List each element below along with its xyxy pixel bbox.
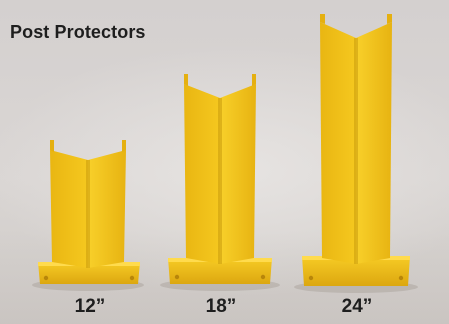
size-label-18in: 18” [205,296,237,317]
size-label-24in: 24” [341,296,373,317]
size-label-12in: 12” [74,296,106,317]
page-title: Post Protectors [10,22,146,42]
post-protector-18in [160,74,280,291]
post-protector-12in [32,140,144,291]
post-protector-24in [294,14,418,293]
